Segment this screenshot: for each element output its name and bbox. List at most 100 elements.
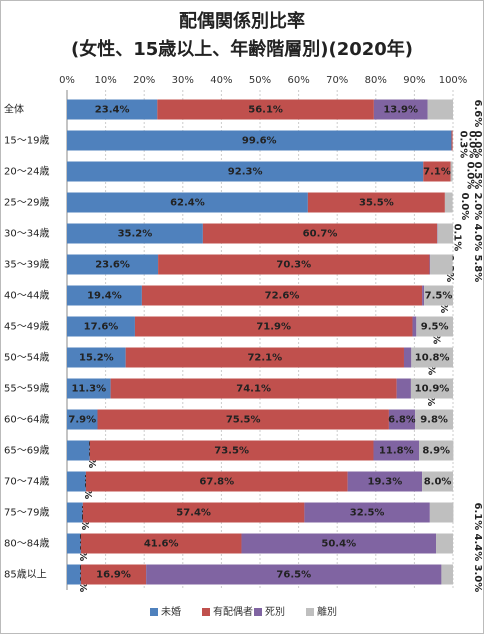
bar-segment <box>307 192 445 213</box>
value-label: 19.3% <box>368 477 403 488</box>
y-tick-label: 70～74歳 <box>4 476 49 488</box>
chart-title: 配偶関係別比率 <box>179 10 305 32</box>
value-label: 35.5% <box>359 198 394 209</box>
legend-swatch <box>150 608 158 616</box>
bar-segment <box>146 564 442 585</box>
bar-segment <box>450 161 453 182</box>
value-label: 17.6% <box>84 322 119 333</box>
value-label: 0.0% <box>459 193 470 221</box>
x-tick-label: 40% <box>210 75 232 86</box>
x-tick-label: 80% <box>365 75 387 86</box>
bar-segment <box>422 285 425 306</box>
y-tick-label: 55～59歳 <box>4 383 49 395</box>
value-label: 11.3% <box>71 384 106 395</box>
y-tick-label: 80～84歳 <box>4 538 49 550</box>
value-label: 32.5% <box>350 508 385 519</box>
value-label: 72.1% <box>247 353 282 364</box>
value-label: 73.5% <box>214 446 249 457</box>
value-label: 99.6% <box>242 136 277 147</box>
legend-label: 未婚 <box>161 605 181 618</box>
y-tick-label: 25～29歳 <box>4 197 49 209</box>
bar-segment <box>67 378 111 399</box>
value-label: 7.5% <box>425 291 453 302</box>
value-label: 3.0% <box>472 565 483 593</box>
bar-segment <box>80 533 242 554</box>
legend-label: 死別 <box>265 606 285 618</box>
bar-segment <box>412 316 417 337</box>
value-label: 15.2% <box>79 353 114 364</box>
value-label: 41.6% <box>144 539 179 550</box>
value-label: 4.4% <box>472 534 483 562</box>
x-tick-label: 60% <box>287 75 309 86</box>
value-label: 60.7% <box>303 229 338 240</box>
bar-segment <box>430 254 453 275</box>
bar-segment <box>441 564 453 585</box>
value-label: 5.8% <box>472 255 483 283</box>
bar-segment <box>110 378 397 399</box>
legend-swatch <box>306 608 314 616</box>
y-tick-label: 65～69歳 <box>4 445 49 457</box>
value-label: 11.8% <box>379 446 414 457</box>
bar-segment <box>444 192 453 213</box>
value-label: 19.4% <box>87 291 122 302</box>
legend-swatch <box>202 608 210 616</box>
bar-segment <box>451 130 453 151</box>
bar-segment <box>67 254 159 275</box>
value-label: 76.5% <box>276 570 311 581</box>
bar-segment <box>67 347 126 368</box>
value-label: 7.9% <box>68 415 96 426</box>
bar-segment <box>202 223 438 244</box>
y-tick-label: 全体 <box>4 103 24 116</box>
bar-segment <box>388 409 416 430</box>
value-label: 6.6% <box>472 100 483 128</box>
bar-segment <box>347 471 423 492</box>
bar-segment <box>403 347 412 368</box>
y-tick-label: 30～34歳 <box>4 228 49 240</box>
bar-segment <box>67 192 308 213</box>
bar-segment <box>67 533 81 554</box>
bar-segment <box>424 285 453 306</box>
value-label: 6.8% <box>388 415 416 426</box>
bar-segment <box>80 564 147 585</box>
x-tick-label: 30% <box>172 75 194 86</box>
value-label: 71.9% <box>256 322 291 333</box>
x-tick-label: 0% <box>59 75 75 86</box>
bar-segment <box>134 316 413 337</box>
bar-segment <box>85 471 348 492</box>
bar-segment <box>427 99 453 120</box>
bar-segment <box>67 316 135 337</box>
y-tick-label: 75～79歳 <box>4 507 49 519</box>
bar-segment <box>373 440 420 461</box>
value-label: 8.9% <box>422 446 450 457</box>
y-tick-label: 50～54歳 <box>4 352 49 364</box>
value-label: 9.8% <box>420 415 448 426</box>
bar-segment <box>82 502 305 523</box>
bar-segment <box>67 564 81 585</box>
value-label: 0.3% <box>458 131 469 159</box>
bar-segment <box>97 409 389 430</box>
value-label: 23.6% <box>95 260 130 271</box>
value-label: 4.0% <box>472 224 483 252</box>
y-tick-label: 15～19歳 <box>4 135 49 147</box>
value-label: 70.3% <box>276 260 311 271</box>
bar-segment <box>67 471 86 492</box>
bar-segment <box>429 502 454 523</box>
value-label: 57.4% <box>176 508 211 519</box>
value-label: 50.4% <box>321 539 356 550</box>
value-label: 0.1% <box>452 224 463 252</box>
bar-segment <box>67 130 452 151</box>
bar-segment <box>125 347 404 368</box>
bar-segment <box>411 347 453 368</box>
value-label: 2.0% <box>472 193 483 221</box>
y-tick-label: 85歳以上 <box>4 569 47 581</box>
value-label: 75.5% <box>226 415 261 426</box>
bar-segment <box>141 285 423 306</box>
y-tick-label: 40～44歳 <box>4 290 49 302</box>
value-label: 13.9% <box>383 105 418 116</box>
value-label: 0.0% <box>467 131 478 159</box>
value-label: 7.1% <box>423 167 451 178</box>
bar-segment <box>304 502 430 523</box>
x-tick-label: 100% <box>439 75 468 86</box>
bar-segment <box>396 378 411 399</box>
bar-segment <box>89 440 374 461</box>
